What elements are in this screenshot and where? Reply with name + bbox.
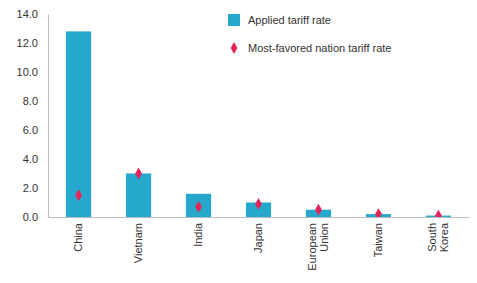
y-axis-line bbox=[48, 15, 49, 218]
legend-swatch bbox=[228, 14, 240, 26]
y-tick-label: 0.0 bbox=[23, 211, 38, 223]
legend-swatch bbox=[231, 42, 238, 54]
legend: Applied tariff rate Most-favored nation t… bbox=[228, 14, 391, 54]
marker bbox=[195, 201, 202, 213]
x-tick-label: SouthKorea bbox=[426, 222, 450, 252]
legend-item: Most-favored nation tariff rate bbox=[231, 42, 392, 54]
x-tick-label: Taiwan bbox=[372, 223, 384, 257]
x-tick-label: Japan bbox=[252, 223, 264, 253]
x-tick: SouthKorea bbox=[426, 217, 450, 252]
marker bbox=[75, 189, 82, 201]
y-tick: 10.0 bbox=[17, 66, 48, 78]
y-tick-label: 4.0 bbox=[23, 153, 38, 165]
y-tick: 2.0 bbox=[23, 182, 48, 194]
plot: 0.0 2.0 4.0 6.0 8.0 10.0 12.0 14.0 China Vietnam I… bbox=[17, 8, 470, 271]
marker bbox=[435, 210, 442, 217]
legend-label: Most-favored nation tariff rate bbox=[248, 42, 391, 54]
bar bbox=[126, 174, 151, 218]
marker bbox=[255, 198, 262, 210]
bar bbox=[66, 31, 91, 217]
y-tick-label: 12.0 bbox=[17, 37, 38, 49]
x-tick: Taiwan bbox=[372, 217, 384, 257]
x-tick: Japan bbox=[252, 217, 264, 253]
y-tick-label: 6.0 bbox=[23, 124, 38, 136]
x-tick: EuropeanUnion bbox=[306, 217, 330, 271]
y-tick-label: 8.0 bbox=[23, 95, 38, 107]
y-tick-label: 10.0 bbox=[17, 66, 38, 78]
marks bbox=[66, 31, 451, 217]
bar bbox=[186, 194, 211, 217]
legend-item: Applied tariff rate bbox=[228, 14, 331, 26]
x-tick: Vietnam bbox=[132, 217, 144, 263]
x-tick-label: EuropeanUnion bbox=[306, 223, 330, 271]
y-tick: 4.0 bbox=[23, 153, 48, 165]
marker bbox=[135, 168, 142, 180]
marker bbox=[315, 204, 322, 216]
x-axis-line bbox=[49, 217, 470, 218]
y-axis: 0.0 2.0 4.0 6.0 8.0 10.0 12.0 14.0 bbox=[17, 8, 49, 223]
x-axis: China Vietnam India Japan EuropeanUnion Taiwa… bbox=[49, 217, 470, 271]
marker bbox=[375, 208, 382, 217]
y-tick: 6.0 bbox=[23, 124, 48, 136]
x-tick: China bbox=[72, 217, 84, 252]
y-tick: 0.0 bbox=[23, 211, 48, 223]
x-tick-label: China bbox=[72, 222, 84, 252]
y-tick: 8.0 bbox=[23, 95, 48, 107]
x-tick: India bbox=[192, 217, 204, 247]
y-tick: 14.0 bbox=[17, 8, 48, 20]
legend-label: Applied tariff rate bbox=[248, 14, 331, 26]
y-tick: 12.0 bbox=[17, 37, 48, 49]
x-tick-label: India bbox=[192, 222, 204, 247]
y-tick-label: 2.0 bbox=[23, 182, 38, 194]
x-tick-label: Vietnam bbox=[132, 223, 144, 263]
y-tick-label: 14.0 bbox=[17, 8, 38, 20]
